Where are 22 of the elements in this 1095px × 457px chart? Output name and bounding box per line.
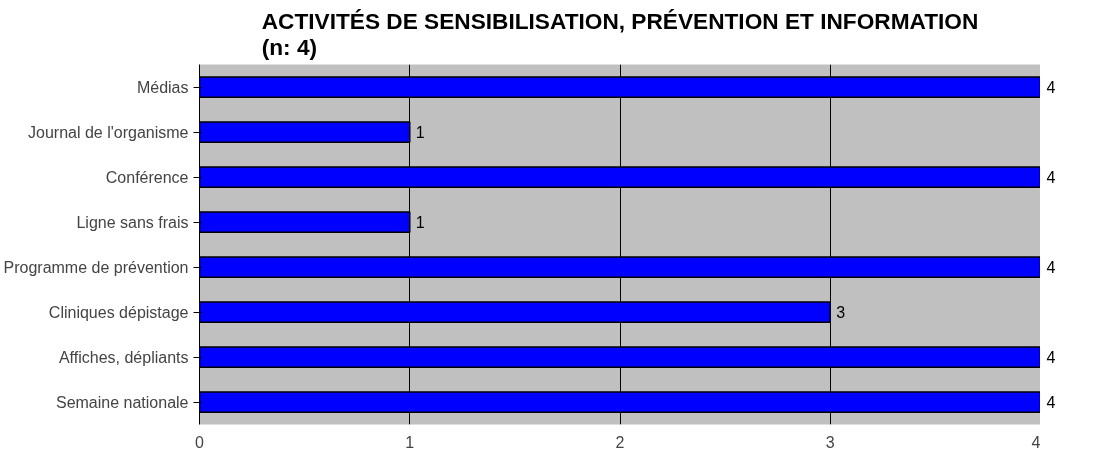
chart-title: ACTIVITÉS DE SENSIBILISATION, PRÉVENTION ET INFORMATION (n: 4) [261, 7, 979, 60]
x-tick-label: 4 [1031, 433, 1041, 451]
y-tick-label: Programme de prévention [3, 258, 189, 276]
data-label: 4 [1046, 349, 1056, 366]
data-label: 4 [1046, 79, 1056, 96]
x-tick-label: 2 [615, 433, 625, 451]
x-tick-label: 1 [405, 433, 415, 451]
data-label: 1 [415, 214, 425, 231]
y-tick-label: Affiches, dépliants [58, 348, 189, 366]
data-label: 4 [1046, 259, 1056, 276]
y-tick-label: Journal de l'organisme [28, 123, 189, 141]
y-tick-label: Ligne sans frais [76, 213, 189, 231]
y-tick-label: Médias [136, 78, 189, 96]
x-tick-label: 3 [825, 433, 835, 451]
data-label: 3 [836, 304, 846, 321]
data-label: 4 [1046, 169, 1056, 186]
data-label: 4 [1046, 394, 1056, 411]
y-tick-label: Conférence [105, 168, 189, 186]
x-tick-label: 0 [195, 433, 205, 451]
y-tick-label: Cliniques dépistage [48, 303, 189, 321]
data-label: 1 [415, 124, 425, 141]
y-tick-label: Semaine nationale [55, 393, 189, 411]
